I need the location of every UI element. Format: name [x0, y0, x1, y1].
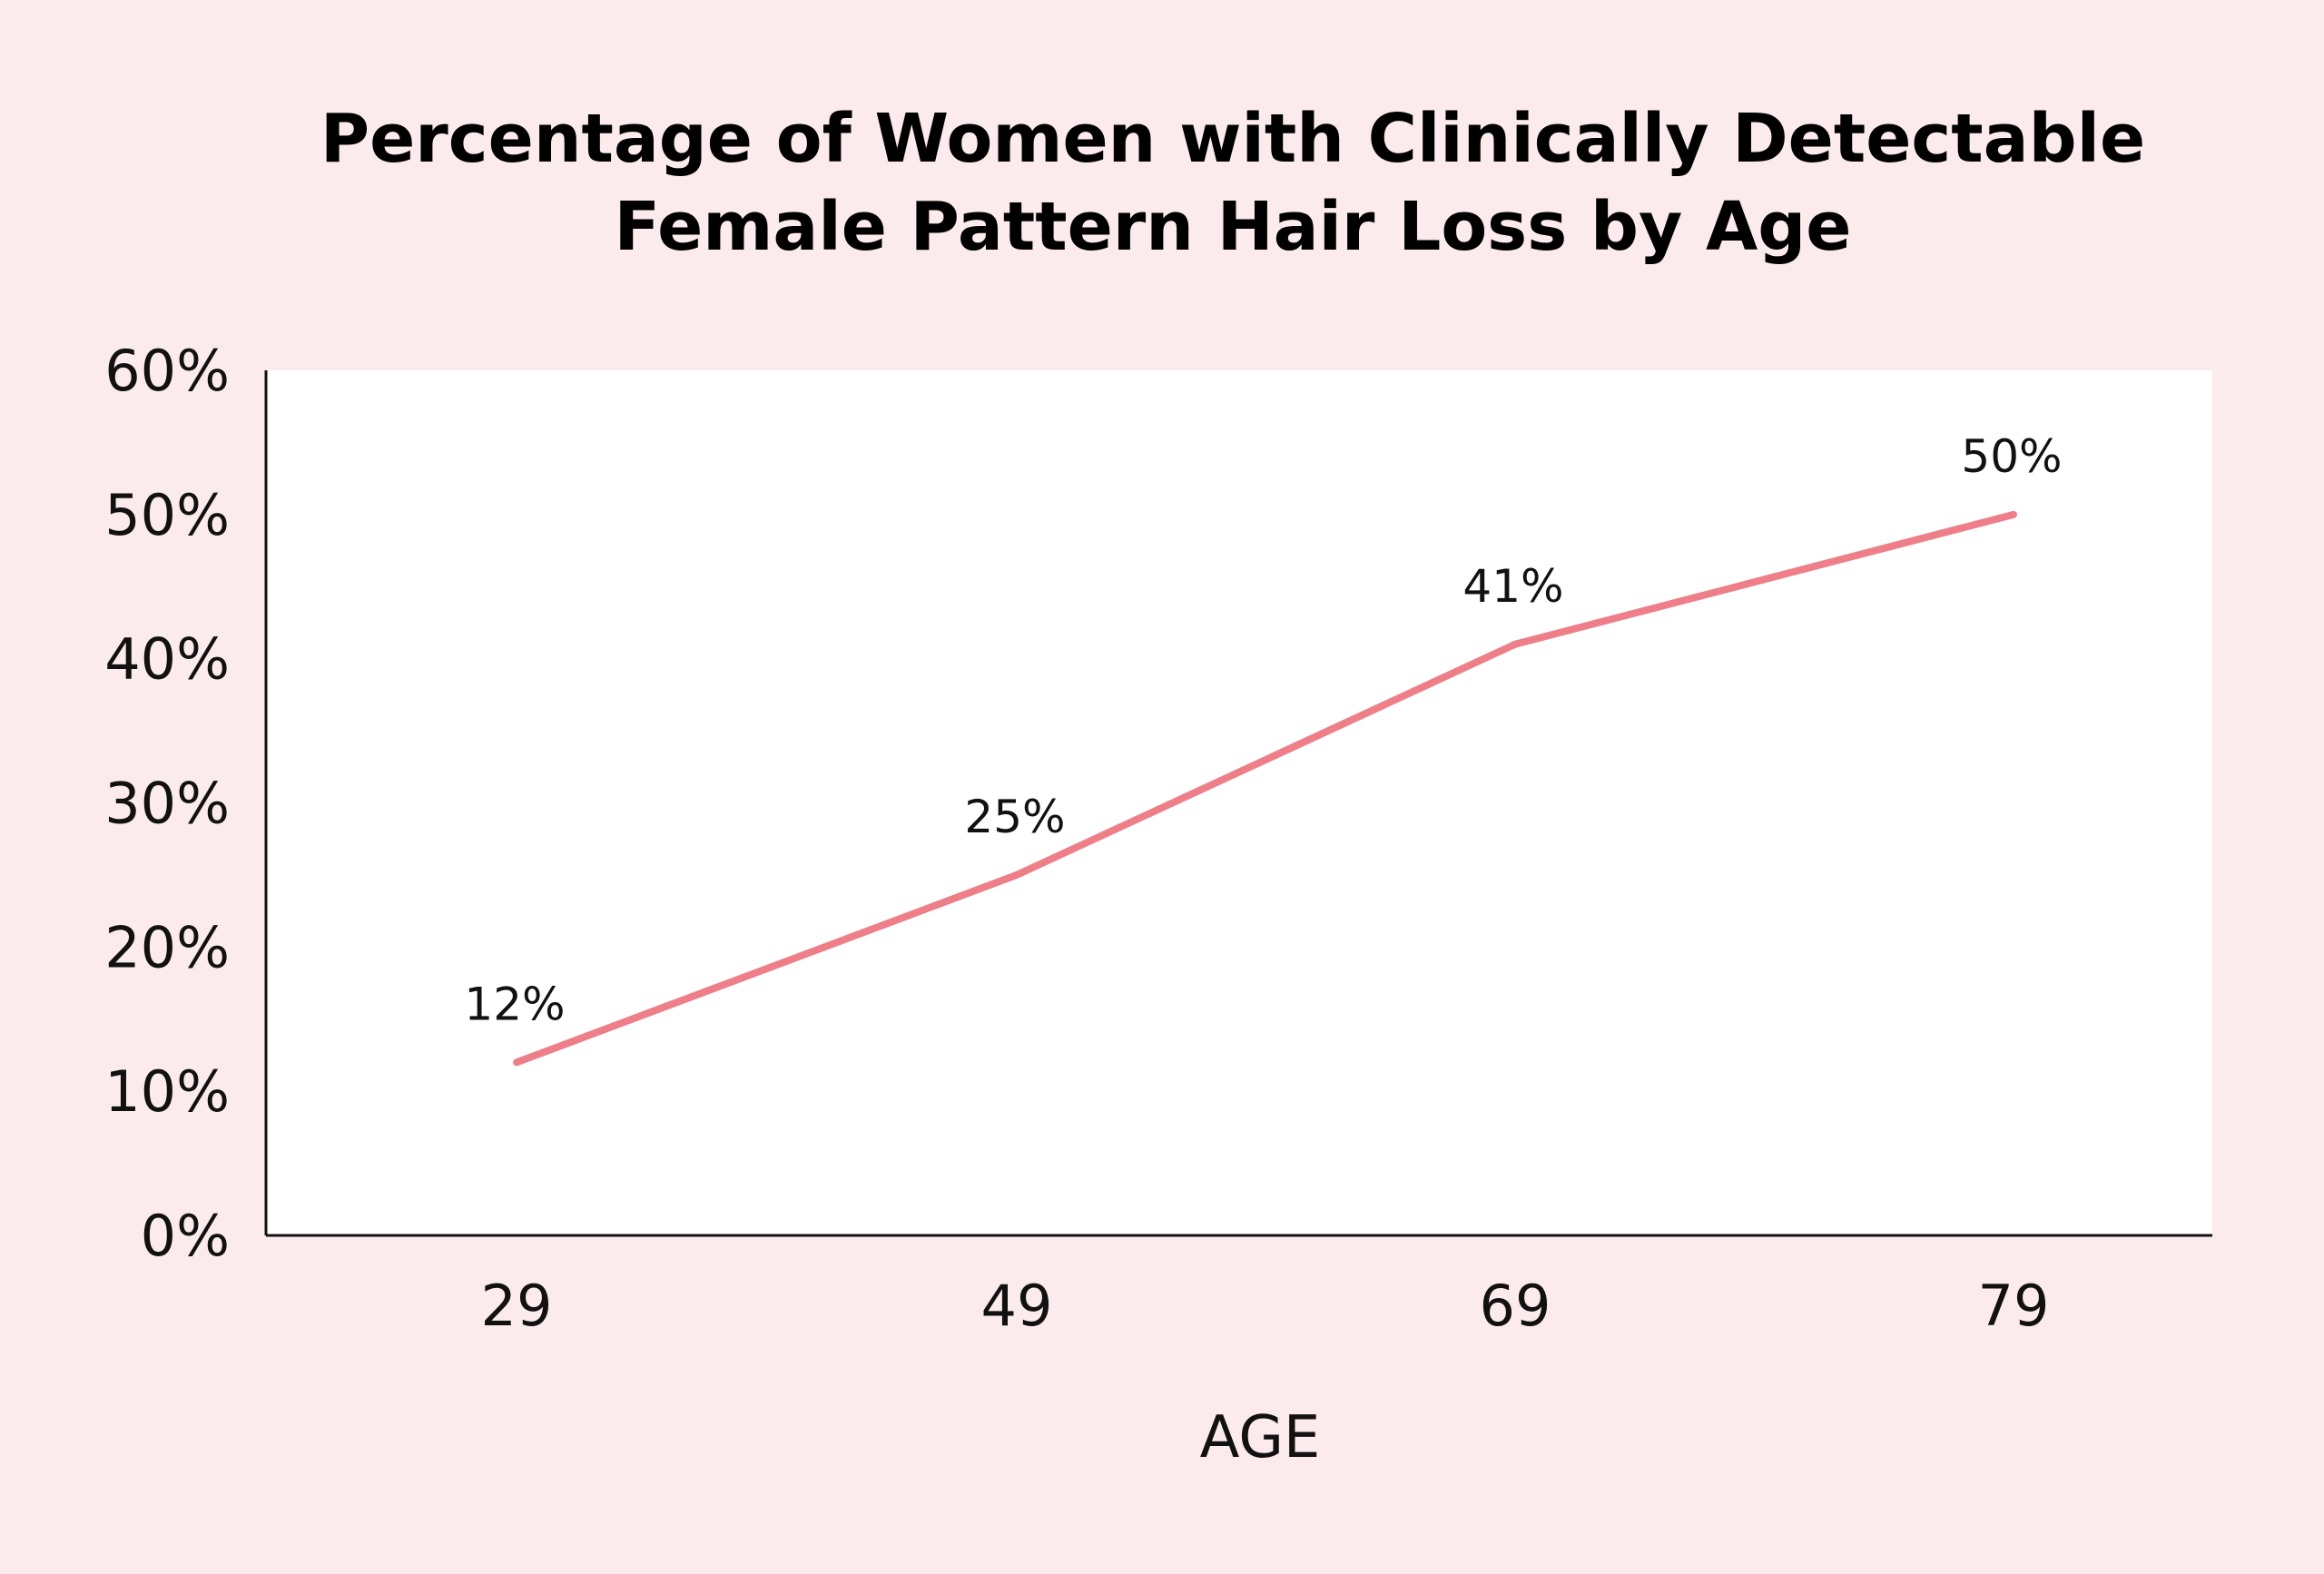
y-tick-label: 0% — [141, 1203, 230, 1269]
data-point — [2010, 510, 2017, 518]
data-label: 12% — [464, 978, 565, 1030]
data-label: 50% — [1961, 430, 2062, 483]
data-point — [1512, 640, 1519, 648]
y-tick-label: 30% — [104, 771, 230, 837]
x-axis-tick-labels: 29 49 69 79 — [481, 1273, 2050, 1339]
y-tick-label: 50% — [104, 482, 230, 548]
y-tick-label: 10% — [104, 1058, 230, 1125]
series — [513, 510, 2017, 1067]
data-point — [1013, 871, 1020, 879]
chart-title: Percentage of Women with Clinically Dete… — [320, 100, 2145, 266]
data-labels: 12% 25% 41% 50% — [464, 430, 2062, 1031]
y-tick-label: 20% — [104, 914, 230, 980]
y-tick-label: 40% — [104, 626, 230, 693]
axes — [264, 370, 2212, 1237]
chart-title-line-2: Female Pattern Hair Loss by Age — [615, 188, 1852, 266]
data-label: 25% — [964, 791, 1065, 843]
chart-title-line-1: Percentage of Women with Clinically Dete… — [320, 100, 2145, 178]
y-tick-label: 60% — [104, 338, 230, 404]
plot-area — [266, 370, 2212, 1235]
x-axis-title: AGE — [1200, 1404, 1321, 1471]
y-axis-tick-labels: 0% 10% 20% 30% 40% 50% 60% — [104, 338, 230, 1269]
x-tick-label: 69 — [1480, 1273, 1551, 1339]
x-tick-label: 49 — [981, 1273, 1053, 1339]
x-tick-label: 29 — [481, 1273, 553, 1339]
x-tick-label: 79 — [1978, 1273, 2050, 1339]
data-label: 41% — [1462, 560, 1563, 613]
data-point — [513, 1058, 520, 1067]
series-line — [515, 510, 2015, 1067]
